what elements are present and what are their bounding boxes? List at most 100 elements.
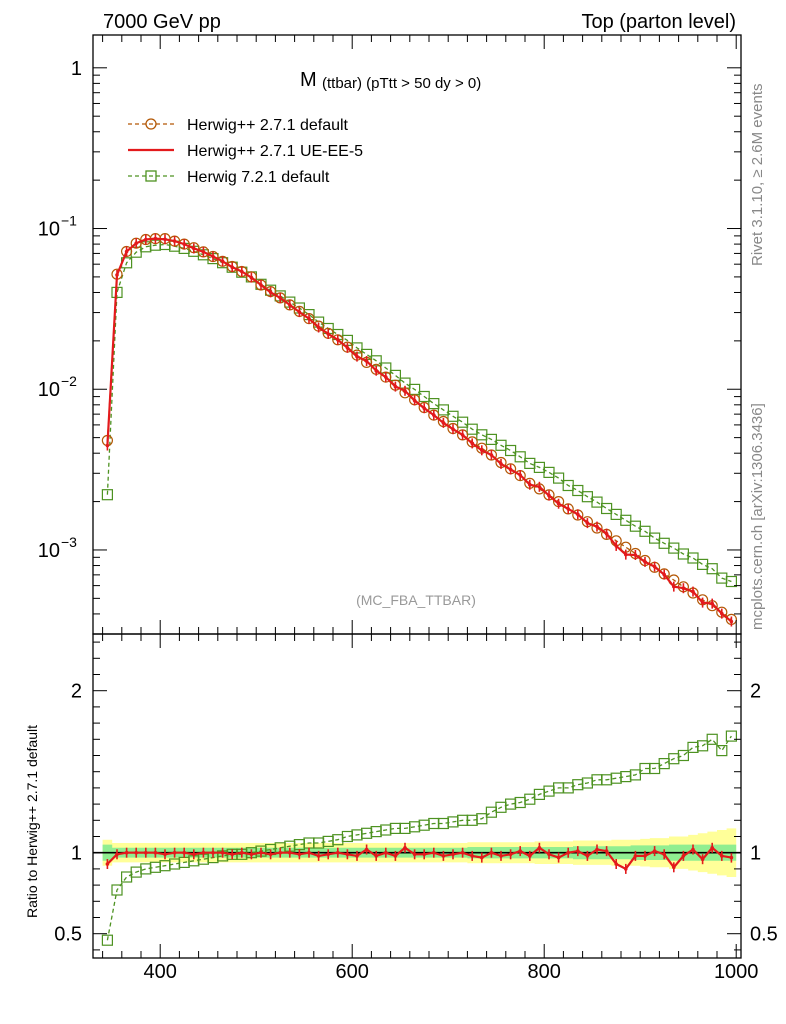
legend-label-herwigpp-ueee5: Herwig++ 2.7.1 UE-EE-5 bbox=[187, 143, 363, 160]
main-point-dot bbox=[489, 453, 494, 457]
ratio-point-dot bbox=[595, 847, 599, 852]
main-point-dot bbox=[326, 332, 331, 336]
ratio-point-square bbox=[725, 730, 738, 742]
main-point-square bbox=[505, 444, 517, 457]
main-y-tick-exponent: −3 bbox=[61, 534, 77, 550]
main-point-dot bbox=[528, 482, 532, 487]
ratio-point-dot bbox=[432, 850, 436, 855]
main-point-dot bbox=[297, 310, 302, 314]
ratio-point-dot bbox=[192, 852, 196, 857]
main-point-dot bbox=[316, 325, 321, 330]
main-point-dot bbox=[432, 413, 436, 417]
ratio-point-dot bbox=[163, 852, 167, 857]
main-point-dot bbox=[576, 512, 580, 517]
main-point-dot bbox=[422, 406, 427, 411]
ratio-point-dot bbox=[249, 852, 254, 857]
main-point-square bbox=[428, 398, 440, 410]
ratio-y-tick-label-left: 1 bbox=[71, 843, 82, 865]
main-point-square bbox=[514, 451, 526, 463]
main-point-square bbox=[101, 489, 114, 501]
ratio-y-axis-label: Ratio to Herwig++ 2.7.1 default bbox=[24, 725, 40, 918]
main-point-dot bbox=[153, 236, 158, 241]
main-line-series-1 bbox=[106, 237, 733, 623]
ratio-point-dot bbox=[240, 850, 244, 855]
main-point-square bbox=[524, 457, 536, 469]
ratio-point-dot bbox=[201, 850, 206, 855]
ratio-point-dot bbox=[576, 849, 580, 853]
ratio-point-dot bbox=[307, 850, 311, 855]
x-tick-label: 600 bbox=[336, 961, 369, 983]
main-point-dot bbox=[403, 389, 407, 393]
ratio-point-dot bbox=[652, 849, 657, 853]
plot-title-main: M bbox=[300, 69, 317, 91]
main-point-dot bbox=[460, 433, 465, 437]
ratio-point-dot bbox=[182, 850, 186, 855]
ratio-point-dot bbox=[633, 854, 638, 858]
ratio-point-dot bbox=[422, 852, 427, 857]
ratio-point-dot bbox=[556, 855, 561, 860]
main-point-dot bbox=[278, 296, 283, 300]
main-point-dot bbox=[700, 600, 705, 605]
main-point-square bbox=[639, 525, 651, 537]
main-point-dot bbox=[364, 359, 369, 363]
main-line-series-0 bbox=[106, 237, 732, 620]
main-point-dot bbox=[144, 237, 148, 242]
ratio-point-dot bbox=[624, 867, 628, 871]
main-point-dot bbox=[643, 560, 647, 564]
ratio-panel: 400 600 800 1000 2 2 1 1 0.5 0.5 bbox=[54, 633, 778, 983]
main-point-dot bbox=[470, 441, 475, 446]
ratio-point-dot bbox=[115, 852, 119, 857]
ratio-point-square bbox=[629, 769, 642, 781]
main-point-dot bbox=[633, 553, 638, 557]
main-point-dot bbox=[124, 249, 129, 254]
ratio-point-dot bbox=[480, 855, 484, 860]
main-point-dot bbox=[211, 254, 215, 259]
main-point-dot bbox=[681, 586, 686, 590]
main-point-dot bbox=[537, 485, 542, 489]
ratio-point-dot bbox=[211, 850, 215, 855]
main-point-dot bbox=[566, 507, 570, 511]
main-y-tick-exponent: −2 bbox=[61, 373, 77, 389]
ratio-point-dot bbox=[585, 854, 590, 858]
ratio-point-square bbox=[524, 793, 536, 805]
plot-title-rest: (ttbar) (pTtt > 50 dy > 0) bbox=[322, 75, 481, 92]
main-point-square bbox=[610, 508, 622, 520]
main-point-square bbox=[543, 466, 555, 478]
main-point-dot bbox=[720, 611, 724, 616]
main-point-square bbox=[418, 390, 430, 403]
rivet-version-label: Rivet 3.1.10, ≥ 2.6M events bbox=[749, 84, 766, 267]
legend: Herwig++ 2.7.1 default Herwig++ 2.7.1 UE… bbox=[128, 117, 363, 186]
main-point-square bbox=[668, 542, 680, 554]
ratio-point-dot bbox=[172, 850, 177, 855]
main-point-dot bbox=[268, 290, 273, 295]
ratio-point-square bbox=[543, 785, 555, 797]
main-point-dot bbox=[710, 601, 714, 606]
ratio-point-dot bbox=[134, 850, 138, 855]
main-point-square bbox=[591, 496, 603, 508]
main-point-dot bbox=[662, 572, 666, 577]
main-point-dot bbox=[288, 303, 292, 307]
x-tick-label: 1000 bbox=[714, 961, 759, 983]
legend-entry-herwigpp-ueee5: Herwig++ 2.7.1 UE-EE-5 bbox=[128, 143, 363, 160]
main-point-dot bbox=[556, 501, 561, 506]
main-panel: 110−110−210−3 bbox=[38, 34, 742, 958]
main-point-dot bbox=[672, 584, 676, 589]
main-point-dot bbox=[355, 354, 359, 359]
main-point-dot bbox=[729, 619, 734, 624]
main-y-tick-exponent: −1 bbox=[61, 213, 77, 229]
main-point-dot bbox=[441, 421, 446, 425]
main-point-dot bbox=[163, 237, 167, 242]
main-point-square bbox=[725, 575, 738, 588]
ratio-point-dot bbox=[528, 854, 532, 858]
main-point-square bbox=[457, 416, 469, 428]
legend-entry-herwig7-default: Herwig 7.2.1 default bbox=[128, 169, 330, 186]
ratio-point-dot bbox=[720, 854, 724, 858]
main-point-dot bbox=[652, 564, 657, 569]
ratio-point-dot bbox=[460, 850, 465, 855]
ratio-point-dot bbox=[451, 852, 455, 857]
main-point-dot bbox=[249, 275, 254, 280]
main-point-square bbox=[620, 514, 632, 526]
ratio-point-dot bbox=[374, 854, 379, 858]
legend-label-herwigpp-default: Herwig++ 2.7.1 default bbox=[187, 117, 349, 134]
main-point-square bbox=[447, 410, 459, 422]
